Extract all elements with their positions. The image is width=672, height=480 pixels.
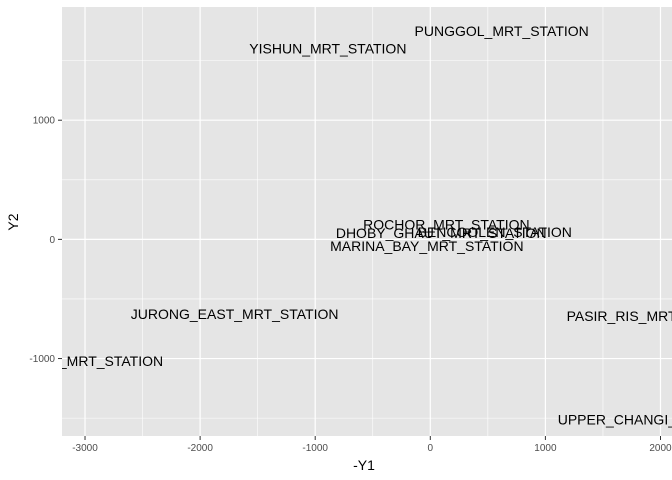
point-label: PUNGGOL_MRT_STATION (415, 23, 589, 39)
y-tick-label: 0 (49, 235, 55, 246)
point-label: BENCOOLEN_STATION (418, 224, 572, 240)
y-axis: -1000 0 1000 (29, 116, 62, 365)
point-label: MARINA_BAY_MRT_STATION (330, 238, 523, 254)
x-tick-label: -1000 (302, 443, 328, 454)
x-tick-label: 0 (428, 443, 434, 454)
minor-gridlines (62, 7, 672, 436)
y-tick-label: 1000 (33, 116, 56, 127)
plot-panel (62, 7, 672, 436)
x-tick-label: -3000 (72, 443, 98, 454)
major-gridlines (62, 7, 672, 436)
y-tick-label: -1000 (29, 354, 55, 365)
point-label: ROCHOR_MRT_STATION (363, 216, 529, 232)
point-label: KRANJI_WEST_MRT_STATION (0, 353, 163, 369)
x-axis-title: -Y1 (353, 457, 375, 473)
point-label: JURONG_EAST_MRT_STATION (131, 306, 339, 322)
point-label: YISHUN_MRT_STATION (249, 41, 406, 57)
y-axis-title: Y2 (5, 213, 21, 230)
x-axis: -3000 -2000 -1000 0 1000 2000 (72, 436, 672, 454)
x-tick-label: 1000 (534, 443, 557, 454)
x-tick-label: -2000 (187, 443, 213, 454)
point-labels: PUNGGOL_MRT_STATION YISHUN_MRT_STATION ROC… (0, 23, 672, 427)
point-label: PASIR_RIS_MRT_STATION (567, 308, 672, 324)
point-label: DHOBY_GHAUT_MRT_STATION (336, 225, 547, 241)
point-label: UPPER_CHANGI_MRT_STATION (558, 411, 672, 427)
x-tick-label: 2000 (649, 443, 672, 454)
